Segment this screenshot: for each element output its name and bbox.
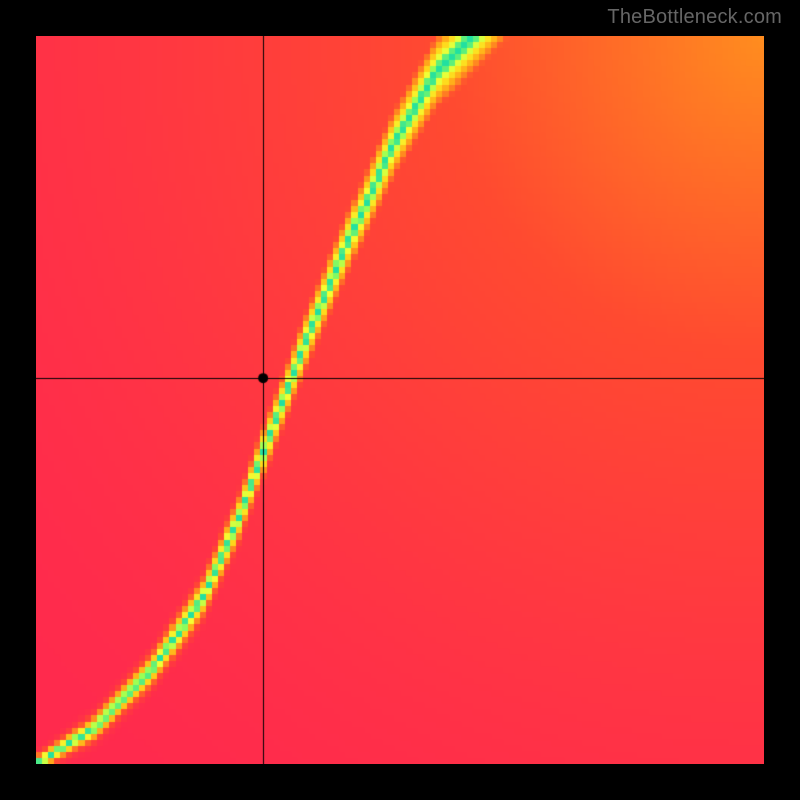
chart-container: TheBottleneck.com: [0, 0, 800, 800]
bottleneck-heatmap: [36, 36, 764, 764]
watermark-text: TheBottleneck.com: [607, 6, 782, 29]
